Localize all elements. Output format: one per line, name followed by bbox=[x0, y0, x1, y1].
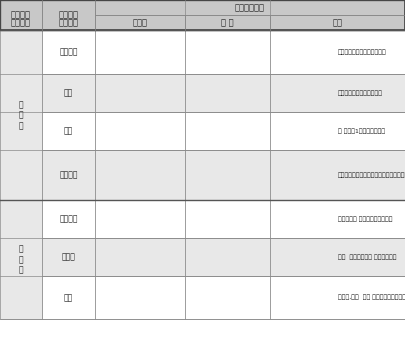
FancyBboxPatch shape bbox=[0, 0, 42, 30]
FancyBboxPatch shape bbox=[185, 150, 270, 200]
FancyBboxPatch shape bbox=[42, 112, 95, 150]
FancyBboxPatch shape bbox=[95, 150, 185, 200]
FancyBboxPatch shape bbox=[95, 0, 405, 15]
Bar bbox=[0, 0, 405, 30]
FancyBboxPatch shape bbox=[0, 15, 42, 30]
FancyBboxPatch shape bbox=[270, 238, 405, 276]
FancyBboxPatch shape bbox=[270, 200, 405, 238]
Text: 第一步: 第一步 bbox=[132, 18, 147, 27]
Text: 锁绣品类: 锁绣品类 bbox=[11, 18, 31, 27]
Text: 开
口
式: 开 口 式 bbox=[19, 245, 23, 274]
FancyBboxPatch shape bbox=[42, 276, 95, 319]
Bar bbox=[0, 0, 405, 30]
Text: 切口单绕: 切口单绕 bbox=[59, 47, 78, 57]
FancyBboxPatch shape bbox=[42, 15, 95, 30]
Text: 开口单绕: 开口单绕 bbox=[59, 215, 78, 223]
Text: 针法步骤示意: 针法步骤示意 bbox=[235, 3, 265, 12]
Text: 锁绣品类: 锁绣品类 bbox=[11, 11, 31, 20]
Text: 特点: 特点 bbox=[333, 18, 343, 27]
FancyBboxPatch shape bbox=[270, 15, 405, 30]
FancyBboxPatch shape bbox=[185, 30, 270, 74]
FancyBboxPatch shape bbox=[270, 74, 405, 112]
FancyBboxPatch shape bbox=[42, 200, 95, 238]
FancyBboxPatch shape bbox=[95, 30, 185, 74]
FancyBboxPatch shape bbox=[95, 0, 405, 15]
FancyBboxPatch shape bbox=[270, 30, 405, 74]
FancyBboxPatch shape bbox=[42, 0, 95, 30]
FancyBboxPatch shape bbox=[185, 200, 270, 238]
FancyBboxPatch shape bbox=[95, 200, 185, 238]
Text: 只中心,成就  固生 工上：图型再在比结族 让日冲峰: 只中心,成就 固生 工上：图型再在比结族 让日冲峰 bbox=[337, 295, 405, 300]
FancyBboxPatch shape bbox=[185, 112, 270, 150]
FancyBboxPatch shape bbox=[185, 15, 270, 30]
FancyBboxPatch shape bbox=[95, 74, 185, 112]
FancyBboxPatch shape bbox=[0, 15, 405, 30]
Text: 到 成乡：1绕绕的方向在反: 到 成乡：1绕绕的方向在反 bbox=[337, 128, 385, 134]
FancyBboxPatch shape bbox=[270, 150, 405, 200]
Text: 和弦感染在绕道的方向，数: 和弦感染在绕道的方向，数 bbox=[337, 90, 382, 96]
FancyBboxPatch shape bbox=[185, 276, 270, 319]
FancyBboxPatch shape bbox=[42, 150, 95, 200]
Text: 闭
口
式: 闭 口 式 bbox=[19, 100, 23, 130]
Text: 天然纹理行一个乳头形状形态: 天然纹理行一个乳头形状形态 bbox=[337, 49, 386, 55]
FancyBboxPatch shape bbox=[0, 30, 42, 200]
FancyBboxPatch shape bbox=[95, 15, 185, 30]
Text: 辫订单绕: 辫订单绕 bbox=[59, 171, 78, 179]
FancyBboxPatch shape bbox=[95, 238, 185, 276]
FancyBboxPatch shape bbox=[270, 276, 405, 319]
Text: 锯翼  可让每个视面 改变回路而法: 锯翼 可让每个视面 改变回路而法 bbox=[337, 254, 396, 260]
FancyBboxPatch shape bbox=[270, 112, 405, 150]
FancyBboxPatch shape bbox=[185, 74, 270, 112]
Text: 每个团们中元液说卧量，正链有，然后，打印相: 每个团们中元液说卧量，正链有，然后，打印相 bbox=[337, 172, 405, 178]
Text: 巨链: 巨链 bbox=[64, 88, 73, 98]
FancyBboxPatch shape bbox=[0, 200, 42, 319]
FancyBboxPatch shape bbox=[0, 0, 405, 15]
FancyBboxPatch shape bbox=[42, 30, 95, 74]
Text: 锁绣名称: 锁绣名称 bbox=[58, 11, 79, 20]
FancyBboxPatch shape bbox=[42, 74, 95, 112]
FancyBboxPatch shape bbox=[42, 238, 95, 276]
Text: 节链: 节链 bbox=[64, 293, 73, 302]
Text: 第 步: 第 步 bbox=[221, 18, 234, 27]
Text: 天家有并二 战争时以又平进而源: 天家有并二 战争时以又平进而源 bbox=[337, 216, 392, 222]
FancyBboxPatch shape bbox=[95, 276, 185, 319]
FancyBboxPatch shape bbox=[95, 112, 185, 150]
Text: 双侧绕: 双侧绕 bbox=[62, 253, 75, 261]
Text: 迂链: 迂链 bbox=[64, 126, 73, 136]
FancyBboxPatch shape bbox=[185, 238, 270, 276]
Text: 锁绣名称: 锁绣名称 bbox=[58, 18, 79, 27]
